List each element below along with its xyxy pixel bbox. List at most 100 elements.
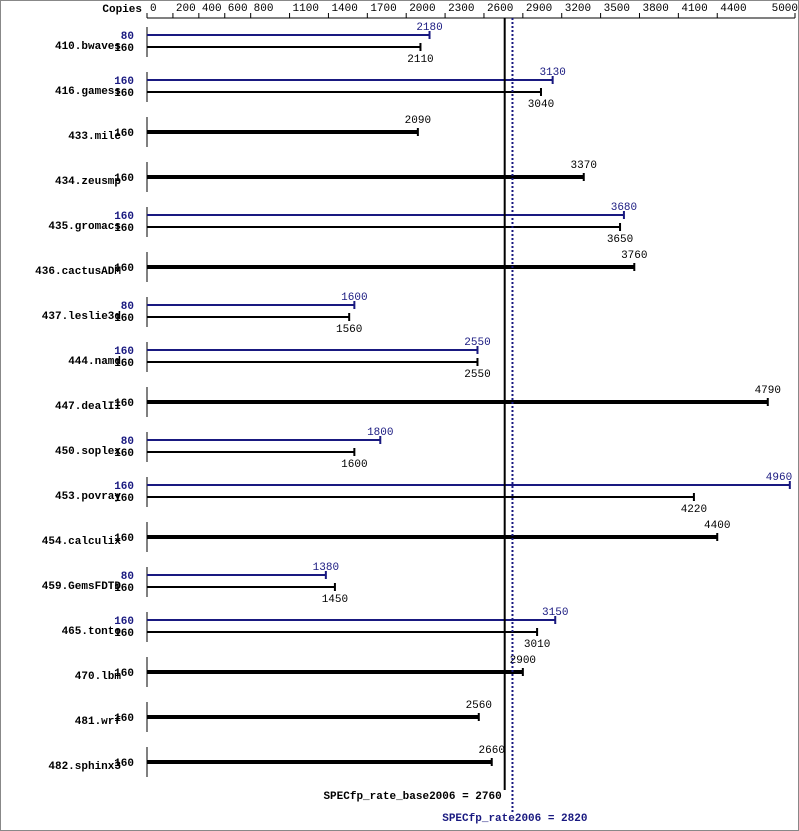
- benchmark-label: 481.wrf: [75, 716, 122, 728]
- x-tick-label: 1400: [331, 3, 357, 15]
- benchmark-label: 437.leslie3d: [42, 311, 121, 323]
- x-tick-label: 0: [150, 3, 157, 15]
- copies: 160: [114, 493, 134, 505]
- bar: [147, 91, 541, 93]
- value-label: 2900: [510, 655, 536, 667]
- value-label: 4400: [704, 520, 730, 532]
- benchmark-label: 436.cactusADM: [35, 266, 121, 278]
- copies: 160: [114, 713, 134, 725]
- x-tick-label: 3800: [642, 3, 668, 15]
- copies: 160: [114, 88, 134, 100]
- x-tick-label: 3200: [565, 3, 591, 15]
- copies: 160: [114, 43, 134, 55]
- benchmark-label: 410.bwaves: [55, 41, 121, 53]
- value-label: 3150: [542, 607, 568, 619]
- benchmark-label: 433.milc: [68, 131, 121, 143]
- copies: 80: [121, 436, 134, 448]
- bar: [147, 130, 418, 134]
- value-label: 3680: [611, 202, 637, 214]
- copies: 160: [114, 263, 134, 275]
- value-label: 2660: [479, 745, 505, 757]
- value-label: 2180: [416, 22, 442, 34]
- x-tick-label: 600: [228, 3, 248, 15]
- reference-label: SPECfp_rate_base2006 = 2760: [323, 791, 501, 803]
- copies: 80: [121, 301, 134, 313]
- copies: 160: [114, 398, 134, 410]
- copies: 160: [114, 211, 134, 223]
- bar: [147, 619, 556, 621]
- copies: 160: [114, 616, 134, 628]
- bar: [147, 484, 790, 486]
- x-tick-label: 1700: [370, 3, 396, 15]
- copies: 80: [121, 571, 134, 583]
- bar: [147, 265, 635, 269]
- bar: [147, 34, 430, 36]
- x-tick-label: 800: [254, 3, 274, 15]
- copies: 160: [114, 223, 134, 235]
- value-label: 1600: [341, 459, 367, 471]
- benchmark-label: 454.calculix: [42, 536, 122, 548]
- benchmark-label: 450.soplex: [55, 446, 121, 458]
- benchmark-label: 435.gromacs: [48, 221, 121, 233]
- x-tick-label: 4400: [720, 3, 746, 15]
- bar: [147, 316, 350, 318]
- value-label: 1380: [313, 562, 339, 574]
- benchmark-label: 447.dealII: [55, 401, 121, 413]
- value-label: 4220: [681, 504, 707, 516]
- value-label: 3010: [524, 639, 550, 651]
- value-label: 1450: [322, 594, 348, 606]
- benchmark-label: 416.gamess: [55, 86, 121, 98]
- copies: 160: [114, 128, 134, 140]
- bar: [147, 226, 621, 228]
- copies: 160: [114, 346, 134, 358]
- x-tick-label: 400: [202, 3, 222, 15]
- bar: [147, 361, 478, 363]
- x-tick-label: 2000: [409, 3, 435, 15]
- copies: 160: [114, 583, 134, 595]
- copies: 160: [114, 533, 134, 545]
- bar: [147, 79, 553, 81]
- value-label: 2110: [407, 54, 433, 66]
- x-tick-label: 2300: [448, 3, 474, 15]
- x-tick-label: 4100: [681, 3, 707, 15]
- bar: [147, 715, 479, 719]
- value-label: 3130: [539, 67, 565, 79]
- benchmark-label: 482.sphinx3: [48, 761, 121, 773]
- bar: [147, 451, 355, 453]
- copies: 160: [114, 173, 134, 185]
- benchmark-label: 465.tonto: [62, 626, 122, 638]
- copies: 160: [114, 481, 134, 493]
- x-tick-label: 5000: [772, 3, 798, 15]
- benchmark-label: 459.GemsFDTD: [42, 581, 122, 593]
- bar: [147, 535, 718, 539]
- value-label: 3040: [528, 99, 554, 111]
- value-label: 3370: [571, 160, 597, 172]
- copies: 160: [114, 668, 134, 680]
- value-label: 2090: [405, 115, 431, 127]
- bar: [147, 586, 335, 588]
- x-tick-label: 2600: [487, 3, 513, 15]
- x-tick-label: 1100: [293, 3, 319, 15]
- value-label: 3760: [621, 250, 647, 262]
- copies-header: Copies: [102, 4, 142, 16]
- copies: 160: [114, 76, 134, 88]
- bar: [147, 670, 523, 674]
- value-label: 3650: [607, 234, 633, 246]
- benchmark-label: 434.zeusmp: [55, 176, 121, 188]
- value-label: 2560: [466, 700, 492, 712]
- bar: [147, 46, 421, 48]
- bar: [147, 631, 538, 633]
- bar: [147, 574, 326, 576]
- copies: 160: [114, 758, 134, 770]
- value-label: 1800: [367, 427, 393, 439]
- value-label: 1600: [341, 292, 367, 304]
- copies: 160: [114, 448, 134, 460]
- value-label: 2550: [464, 337, 490, 349]
- bar: [147, 304, 355, 306]
- bar: [147, 760, 492, 764]
- x-tick-label: 2900: [526, 3, 552, 15]
- copies: 160: [114, 358, 134, 370]
- bar: [147, 439, 381, 441]
